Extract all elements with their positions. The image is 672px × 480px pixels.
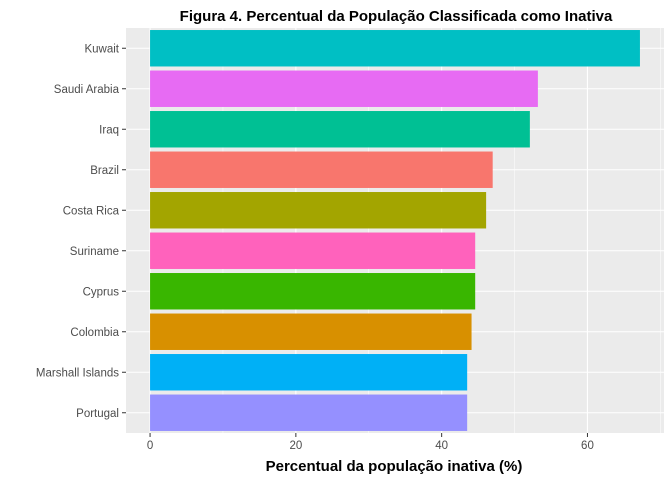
bars — [150, 30, 640, 431]
y-tick-label: Cyprus — [83, 286, 120, 298]
bar-colombia — [150, 313, 472, 350]
bar-suriname — [150, 232, 476, 269]
x-axis: 0 20 40 60 — [147, 433, 594, 452]
y-tick-label: Colombia — [70, 327, 119, 339]
y-axis: Kuwait Saudi Arabia Iraq Brazil Costa Rica Su… — [36, 43, 126, 420]
x-tick-label: 0 — [147, 440, 153, 452]
bar-saudi-arabia — [150, 70, 538, 107]
y-tick-label: Saudi Arabia — [54, 84, 120, 96]
y-tick-label: Kuwait — [84, 43, 119, 55]
y-tick-label: Iraq — [99, 124, 119, 136]
y-tick-label: Suriname — [70, 246, 119, 258]
bar-portugal — [150, 394, 468, 431]
bar-iraq — [150, 111, 530, 148]
x-tick-label: 20 — [289, 440, 302, 452]
y-tick-label: Portugal — [76, 408, 119, 420]
bar-costa-rica — [150, 192, 487, 229]
x-tick-label: 40 — [435, 440, 448, 452]
chart-title: Figura 4. Percentual da População Classi… — [180, 8, 613, 25]
y-tick-label: Marshall Islands — [36, 367, 119, 379]
bar-brazil — [150, 151, 493, 188]
bar-marshall-islands — [150, 354, 468, 391]
x-axis-label: Percentual da população inativa (%) — [266, 458, 523, 475]
x-tick-label: 60 — [581, 440, 594, 452]
bar-kuwait — [150, 30, 640, 67]
bar-cyprus — [150, 273, 476, 310]
y-tick-label: Brazil — [90, 165, 119, 177]
y-tick-label: Costa Rica — [63, 205, 120, 217]
